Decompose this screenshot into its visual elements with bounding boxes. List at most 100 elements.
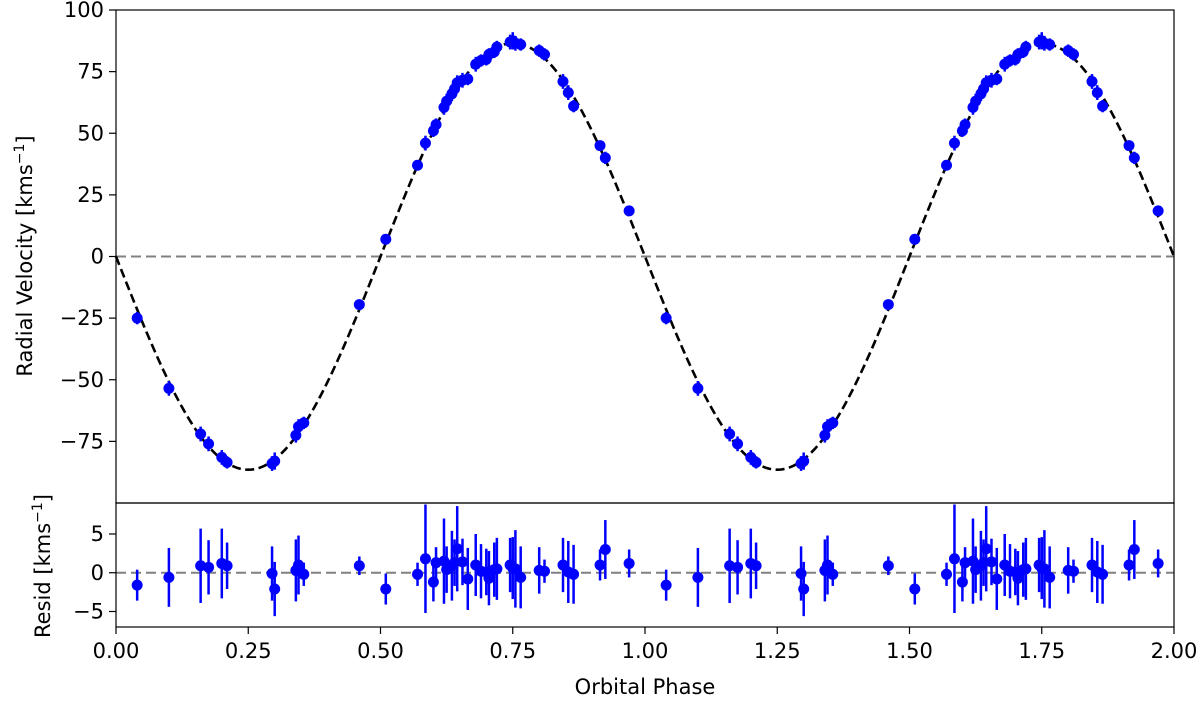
- resid-point: [991, 573, 1003, 585]
- model-curve: [114, 41, 1176, 472]
- resid-point: [509, 563, 521, 575]
- resid-point: [623, 557, 635, 569]
- rv-point: [1097, 100, 1109, 112]
- rv-point: [1067, 48, 1079, 60]
- resid-point: [909, 583, 921, 595]
- resid-point: [221, 560, 233, 572]
- resid-point: [412, 568, 424, 580]
- rv-point: [462, 73, 474, 85]
- rv-point: [269, 455, 281, 467]
- resid-point: [660, 579, 672, 591]
- x-tick-label: 1.25: [754, 639, 801, 663]
- resid-point: [1152, 557, 1164, 569]
- x-tick-label: 1.50: [886, 639, 933, 663]
- rv-point: [1044, 39, 1056, 51]
- resid-point: [538, 565, 550, 577]
- rv-point: [909, 233, 921, 245]
- resid-point: [293, 559, 305, 571]
- resid-point: [419, 553, 431, 565]
- main-panel: −75 −50 −25 0 25 50 75 100 Radial Velocity [kms…: [12, 0, 1176, 504]
- main-y-ticks: −75 −50 −25 0 25 50 75 100: [60, 0, 116, 453]
- resid-point: [491, 563, 503, 575]
- rv-point: [991, 73, 1003, 85]
- resid-point: [750, 560, 762, 572]
- resid-point: [515, 571, 527, 583]
- rv-point: [732, 438, 744, 450]
- x-tick-label: 0.00: [93, 639, 140, 663]
- resid-point: [1123, 559, 1135, 571]
- rv-point: [941, 159, 953, 171]
- resid-point: [353, 560, 365, 572]
- rv-point: [798, 455, 810, 467]
- resid-point: [1038, 563, 1050, 575]
- resid-point: [456, 556, 468, 568]
- rv-point: [380, 233, 392, 245]
- x-axis-label: Orbital Phase: [575, 675, 716, 699]
- x-tick-label: 2.00: [1151, 639, 1198, 663]
- resid-point: [203, 561, 215, 573]
- resid-point: [732, 561, 744, 573]
- x-ticks: 0.00 0.25 0.50 0.75 1.00 1.25 1.50 1.75 2.00: [93, 627, 1198, 663]
- resid-point: [827, 568, 839, 580]
- resid-point: [1097, 568, 1109, 580]
- resid-point: [1012, 572, 1024, 584]
- rv-point: [419, 137, 431, 149]
- y-tick-label: −75: [60, 429, 104, 453]
- rv-point: [221, 456, 233, 468]
- x-tick-label: 0.50: [357, 639, 404, 663]
- rv-point: [692, 382, 704, 394]
- rv-point: [430, 119, 442, 131]
- resid-point: [1044, 571, 1056, 583]
- resid-y-tick-label: 0: [91, 561, 104, 585]
- rv-point: [750, 456, 762, 468]
- residual-y-axis-label-sup: −1: [30, 502, 46, 523]
- resid-point: [1128, 544, 1140, 555]
- residual-panel: −5 0 5 0.00 0.25 0.50 0.75 1.00 1.25 1.50 1.75 2.0…: [30, 494, 1197, 699]
- resid-point: [427, 576, 439, 588]
- x-tick-label: 0.75: [489, 639, 536, 663]
- rv-point: [568, 100, 580, 112]
- residual-y-axis-label-close: ]: [31, 494, 55, 502]
- y-tick-label: 0: [91, 245, 104, 269]
- rv-point: [131, 312, 143, 324]
- resid-point: [462, 573, 474, 585]
- rv-point: [538, 48, 550, 60]
- y-tick-label: −25: [60, 306, 104, 330]
- resid-point: [451, 543, 463, 555]
- main-y-axis-label-close: ]: [13, 135, 37, 143]
- rv-point: [163, 382, 175, 394]
- resid-point: [941, 568, 953, 580]
- rv-point: [724, 428, 736, 440]
- x-tick-label: 1.00: [622, 639, 669, 663]
- residual-y-axis-label: Resid [kms−1]: [30, 494, 55, 638]
- resid-point: [568, 568, 580, 580]
- resid-point: [380, 583, 392, 595]
- y-tick-label: 25: [77, 183, 104, 207]
- rv-point: [882, 299, 894, 311]
- rv-point: [623, 205, 635, 217]
- rv-point: [660, 312, 672, 324]
- main-y-axis-label: Radial Velocity [kms−1]: [12, 135, 37, 376]
- rv-point: [827, 417, 839, 429]
- resid-point: [956, 576, 968, 588]
- rv-point: [959, 119, 971, 131]
- resid-point: [980, 543, 992, 555]
- resid-point: [594, 559, 606, 571]
- main-y-axis-label-text: Radial Velocity [kms: [13, 164, 37, 376]
- resid-point: [599, 544, 611, 555]
- rv-point: [599, 152, 611, 164]
- y-tick-label: −50: [60, 368, 104, 392]
- rv-point: [1020, 41, 1032, 53]
- resid-point: [163, 571, 175, 583]
- resid-y-tick-label: −5: [73, 600, 104, 624]
- resid-point: [882, 560, 894, 572]
- rv-point: [562, 87, 574, 99]
- y-tick-label: 100: [64, 0, 104, 22]
- rv-point: [491, 41, 503, 53]
- rv-point: [557, 75, 569, 87]
- y-tick-label: 75: [77, 60, 104, 84]
- residual-y-ticks: −5 0 5: [73, 522, 116, 624]
- resid-point: [1020, 563, 1032, 575]
- rv-point: [515, 39, 527, 51]
- x-tick-label: 1.75: [1018, 639, 1065, 663]
